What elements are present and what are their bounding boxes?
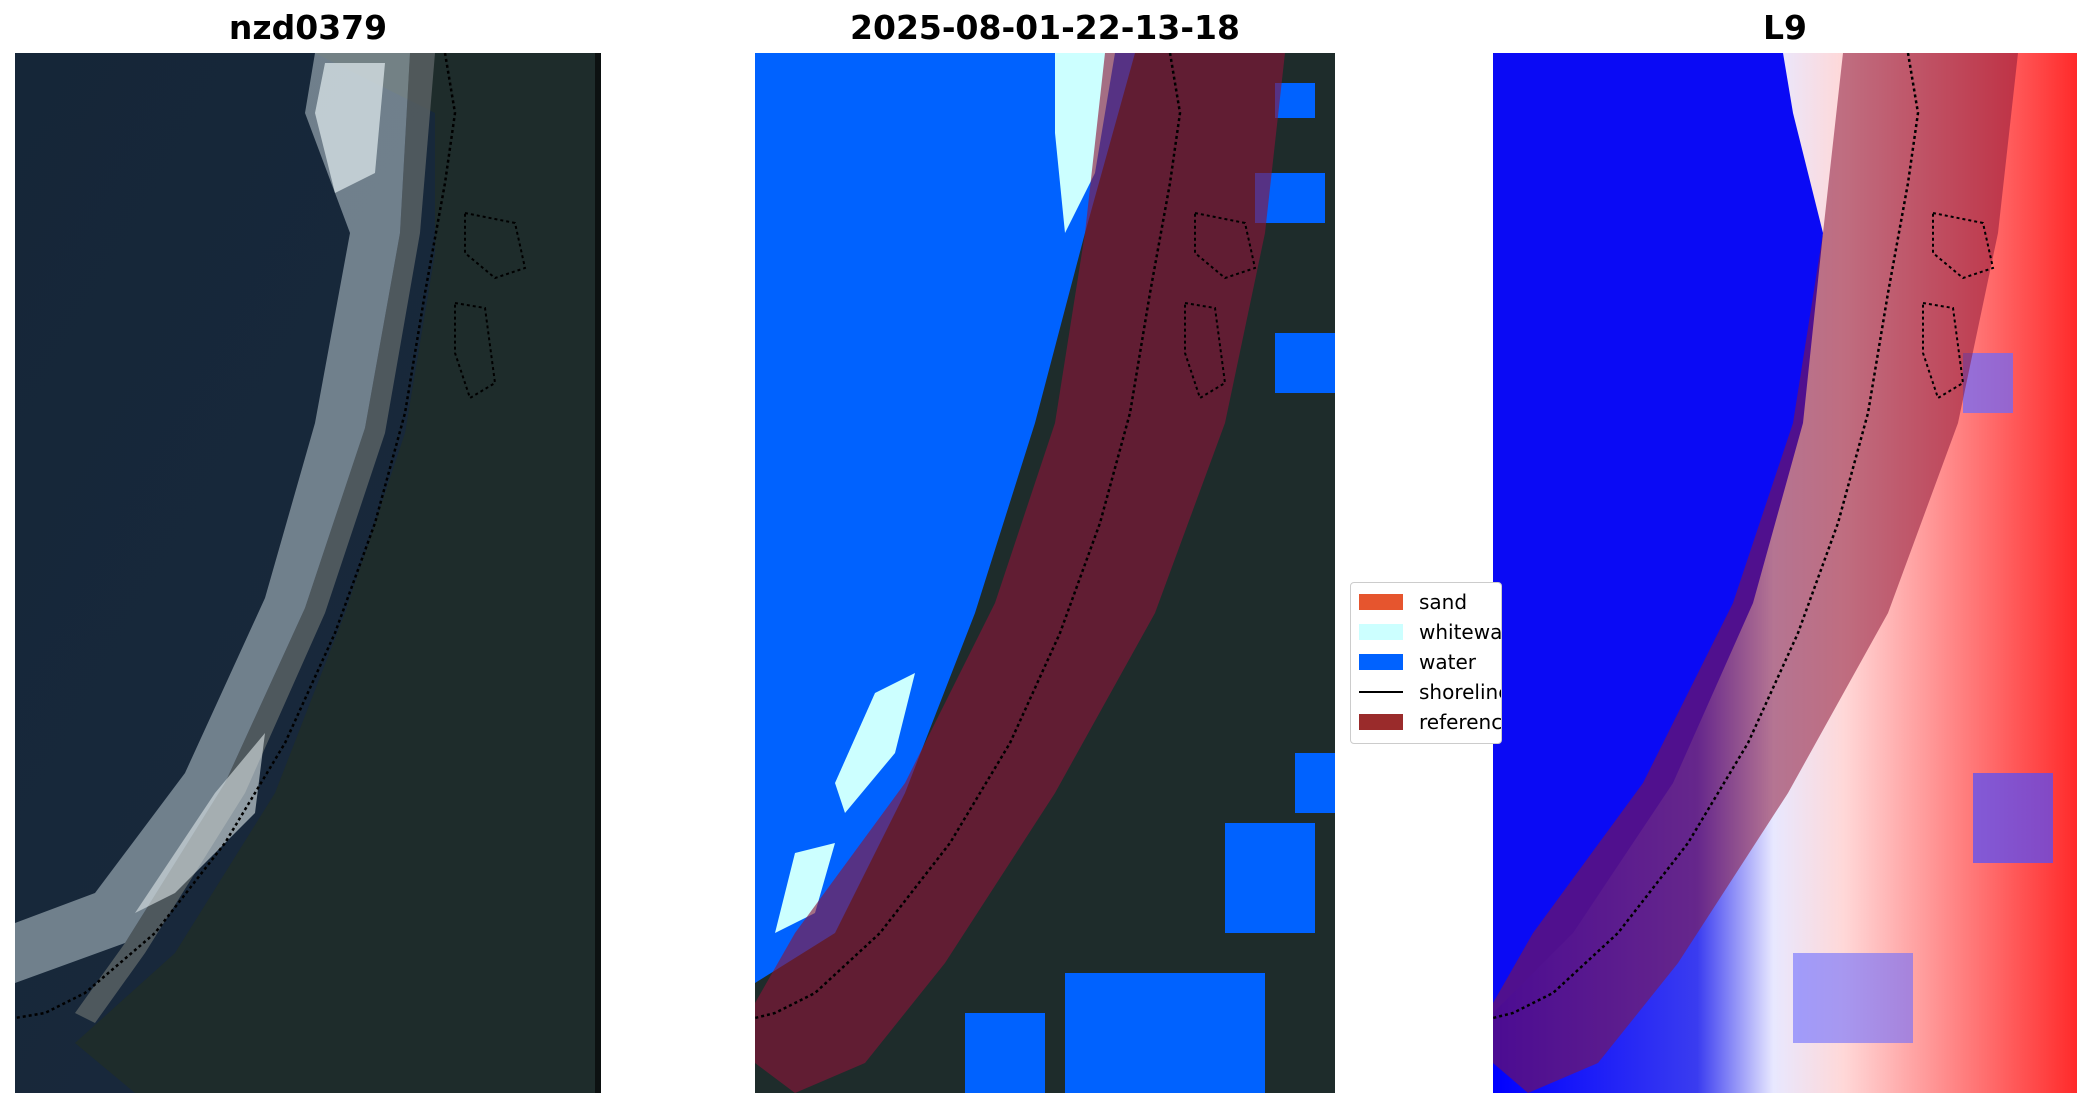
legend-swatch-reference (1359, 714, 1403, 730)
panel-title-classification: 2025-08-01-22-13-18 (850, 8, 1240, 47)
legend-swatch-water (1359, 654, 1403, 670)
legend-item-water: water (1359, 649, 1476, 675)
legend-swatch-whitewater (1359, 624, 1403, 640)
classification-panel (755, 53, 1335, 1093)
shoreline (15, 53, 457, 1020)
legend-label-whitewater: whitewater (1419, 620, 1502, 644)
legend-item-reference: reference (1359, 709, 1502, 735)
shoreline (755, 53, 1182, 1020)
panel-title-rgb: nzd0379 (228, 8, 388, 47)
reference-buffer (755, 53, 1285, 1093)
legend-swatch-sand (1359, 594, 1403, 610)
legend-line-shoreline (1359, 691, 1403, 693)
panel-title-index: L9 (1763, 8, 1807, 47)
reference-buffer (1493, 53, 2018, 1093)
legend-label-sand: sand (1419, 590, 1468, 614)
legend-label-shoreline: shoreline (1419, 680, 1502, 704)
shoreline (1493, 53, 1920, 1020)
legend-item-whitewater: whitewater (1359, 619, 1502, 645)
land-area (75, 53, 601, 1093)
legend-item-shoreline: shoreline (1359, 679, 1502, 705)
legend-label-water: water (1419, 650, 1476, 674)
legend-label-reference: reference (1419, 710, 1502, 734)
legend: sand whitewater water shoreline referenc… (1350, 582, 1502, 744)
rgb-image-panel (15, 53, 601, 1093)
index-image-panel (1493, 53, 2077, 1093)
legend-item-sand: sand (1359, 589, 1467, 615)
